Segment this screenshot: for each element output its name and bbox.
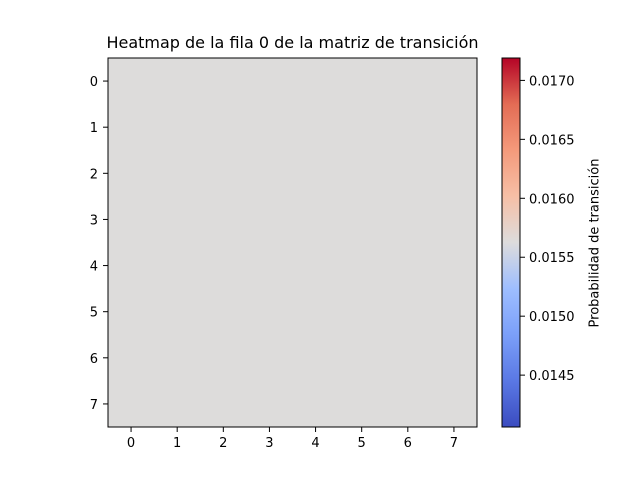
heatmap-cell (384, 380, 432, 428)
heatmap-cell (430, 288, 478, 336)
heatmap-cell (384, 242, 432, 290)
colorbar-tick-label: 0.0145 (529, 369, 575, 384)
heatmap-cell (154, 288, 201, 336)
y-tick-label: 2 (90, 167, 98, 182)
heatmap-cell (108, 334, 155, 382)
x-tick-label: 6 (404, 436, 412, 451)
heatmap-cell (384, 196, 432, 243)
heatmap-cell (430, 58, 478, 105)
heatmap-cell (154, 104, 201, 151)
heatmap-cell (154, 196, 201, 243)
heatmap-cell (200, 288, 247, 336)
heatmap-cell (108, 150, 155, 197)
heatmap-cell (338, 242, 386, 290)
colorbar (501, 57, 521, 428)
heatmap-cell (200, 196, 247, 243)
x-tick-label: 0 (127, 436, 135, 451)
heatmap-cell (430, 150, 478, 197)
y-tick-label: 7 (90, 398, 98, 413)
colorbar-tick-label: 0.0170 (529, 74, 575, 89)
colorbar-tick-label: 0.0155 (529, 251, 575, 266)
heatmap-cell (338, 104, 386, 151)
heatmap-cell (384, 104, 432, 151)
heatmap-cell (384, 288, 432, 336)
heatmap-cell (292, 288, 340, 336)
heatmap-cell (200, 58, 247, 105)
heatmap-cells (108, 58, 478, 428)
heatmap-cell (384, 334, 432, 382)
heatmap-cell (246, 334, 293, 382)
heatmap-cell (338, 288, 386, 336)
heatmap-cell (430, 334, 478, 382)
heatmap-cell (338, 196, 386, 243)
heatmap-cell (246, 196, 293, 243)
heatmap-cell (108, 242, 155, 290)
heatmap-cell (338, 150, 386, 197)
heatmap-cell (338, 334, 386, 382)
x-tick-label: 2 (219, 436, 227, 451)
heatmap-cell (246, 58, 293, 105)
y-tick-label: 0 (90, 75, 98, 90)
heatmap-cell (292, 242, 340, 290)
colorbar-axis: 0.0145 0.0150 0.0155 0.0160 0.0165 0.0170 (520, 74, 575, 384)
heatmap-cell (108, 288, 155, 336)
heatmap-cell (430, 196, 478, 243)
heatmap-cell (292, 196, 340, 243)
x-axis: 0 1 2 3 4 5 6 7 (127, 427, 458, 451)
heatmap-cell (430, 242, 478, 290)
heatmap-cell (200, 242, 247, 290)
heatmap-cell (246, 380, 293, 428)
heatmap-cell (154, 380, 201, 428)
heatmap-cell (292, 150, 340, 197)
y-tick-label: 6 (90, 352, 98, 367)
heatmap-cell (430, 380, 478, 428)
heatmap-cell (154, 58, 201, 105)
heatmap-cell (430, 104, 478, 151)
colorbar-tick-label: 0.0165 (529, 133, 575, 148)
heatmap-cell (200, 104, 247, 151)
colorbar-label: Probabilidad de transición (588, 159, 603, 328)
y-tick-label: 5 (90, 306, 98, 321)
plot-frame (107, 57, 478, 428)
x-tick-label: 1 (173, 436, 181, 451)
heatmap-cell (200, 334, 247, 382)
y-tick-label: 4 (90, 260, 98, 275)
heatmap-cell (292, 334, 340, 382)
heatmap-cell (108, 58, 155, 105)
y-tick-label: 3 (90, 213, 98, 228)
chart-title: Heatmap de la fila 0 de la matriz de tra… (106, 33, 479, 52)
heatmap-cell (154, 150, 201, 197)
heatmap-cell (292, 380, 340, 428)
colorbar-tick-label: 0.0160 (529, 192, 575, 207)
x-tick-label: 7 (450, 436, 458, 451)
heatmap-cell (108, 104, 155, 151)
heatmap-cell (384, 58, 432, 105)
heatmap-cell (154, 334, 201, 382)
heatmap-cell (246, 242, 293, 290)
y-axis: 0 1 2 3 4 5 6 7 (90, 75, 108, 413)
heatmap-cell (338, 380, 386, 428)
heatmap-cell (292, 104, 340, 151)
heatmap-cell (154, 242, 201, 290)
heatmap-cell (200, 380, 247, 428)
x-tick-label: 5 (358, 436, 366, 451)
x-tick-label: 4 (311, 436, 319, 451)
heatmap-cell (108, 380, 155, 428)
heatmap-cell (246, 288, 293, 336)
heatmap-cell (338, 58, 386, 105)
x-tick-label: 3 (265, 436, 273, 451)
heatmap-cell (200, 150, 247, 197)
heatmap-cell (246, 104, 293, 151)
heatmap-cell (246, 150, 293, 197)
y-tick-label: 1 (90, 121, 98, 136)
heatmap-cell (292, 58, 340, 105)
colorbar-tick-label: 0.0150 (529, 310, 575, 325)
heatmap-cell (384, 150, 432, 197)
heatmap-cell (108, 196, 155, 243)
